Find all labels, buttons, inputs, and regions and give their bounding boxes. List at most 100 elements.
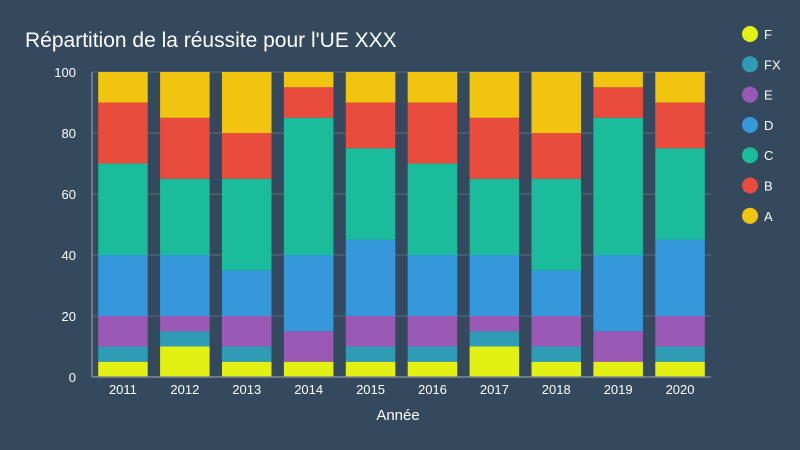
y-tick-label: 80 [62, 126, 76, 141]
x-tick-label: 2014 [294, 382, 323, 397]
bar-segment-d [283, 255, 334, 332]
bar-segment-d [98, 255, 148, 316]
bar-segment-d [407, 255, 458, 316]
bar-segment-c [593, 117, 643, 255]
legend-item: B [742, 177, 773, 194]
bar-stack [98, 72, 148, 377]
legend-swatch [742, 116, 758, 133]
x-tick-label: 2020 [666, 382, 695, 397]
x-tick-label: 2019 [604, 382, 633, 397]
bar-segment-c [345, 148, 396, 240]
bar-segment-c [407, 163, 458, 255]
bar-segment-f [531, 361, 582, 377]
bar-segment-e [283, 331, 334, 362]
bar-segment-a [221, 72, 272, 133]
x-tick-label: 2013 [232, 382, 261, 397]
bar-stack [531, 72, 582, 377]
bar-segment-f [469, 346, 520, 377]
legend-label: E [764, 88, 773, 103]
bar-segment-b [221, 133, 272, 179]
bar-segment-a [283, 72, 334, 88]
bar-segment-b [160, 117, 210, 179]
legend-item: E [742, 86, 773, 103]
bar-segment-a [593, 72, 643, 88]
bar-segment-a [531, 72, 582, 133]
bar-segment-fx [655, 346, 705, 362]
bar-segment-d [531, 270, 582, 316]
bar-stack [593, 72, 643, 377]
y-tick-label: 0 [69, 370, 76, 385]
bar-stack [655, 72, 705, 377]
legend-item: A [742, 207, 773, 224]
bar-segment-f [407, 361, 458, 377]
x-tick-label: 2015 [356, 382, 385, 397]
bar-segment-d [345, 239, 396, 316]
legend-label: FX [764, 57, 781, 72]
bar-segment-f [593, 361, 643, 377]
bar-segment-c [469, 178, 520, 255]
x-tick-label: 2018 [542, 382, 571, 397]
bar-stack [407, 72, 458, 377]
bar-segment-d [469, 255, 520, 316]
bar-segment-e [407, 316, 458, 347]
legend-swatch [742, 177, 758, 194]
x-tick-label: 2012 [170, 382, 199, 397]
bar-segment-a [160, 72, 210, 118]
bar-stack [283, 72, 334, 377]
bar-stack [469, 72, 520, 377]
bar-segment-b [593, 87, 643, 118]
bar-segment-e [98, 316, 148, 347]
bar-segment-b [345, 102, 396, 149]
bar-segment-e [221, 316, 272, 347]
legend-label: F [764, 27, 772, 42]
bar-segment-fx [345, 346, 396, 362]
legend-label: A [764, 209, 773, 224]
bar-segment-c [283, 117, 334, 255]
bar-segment-f [283, 361, 334, 377]
bar-segment-c [160, 178, 210, 255]
bar-segment-e [160, 316, 210, 332]
bar-stack [160, 72, 210, 377]
bars [98, 72, 705, 377]
bar-segment-a [345, 72, 396, 103]
bar-segment-d [655, 239, 705, 316]
y-tick-label: 20 [62, 309, 76, 324]
bar-segment-b [655, 102, 705, 149]
bar-segment-fx [160, 331, 210, 347]
bar-segment-b [469, 117, 520, 179]
bar-segment-d [593, 255, 643, 332]
bar-segment-e [655, 316, 705, 347]
y-tick-label: 60 [62, 187, 76, 202]
bar-segment-c [655, 148, 705, 240]
bar-segment-c [98, 163, 148, 255]
bar-segment-c [221, 178, 272, 271]
bar-segment-b [407, 102, 458, 164]
bar-segment-a [407, 72, 458, 103]
y-tick-label: 100 [54, 65, 76, 80]
bar-segment-a [469, 72, 520, 118]
legend-swatch [742, 207, 758, 224]
legend-swatch [742, 86, 758, 103]
legend-item: FX [742, 56, 781, 73]
bar-segment-e [345, 316, 396, 347]
bar-segment-fx [221, 346, 272, 362]
legend: F FX EDC BA [742, 26, 781, 224]
bar-segment-b [531, 133, 582, 179]
legend-label: B [764, 179, 773, 194]
bar-segment-f [345, 361, 396, 377]
chart-title: Répartition de la réussite pour l'UE XXX [25, 29, 397, 52]
bar-segment-f [98, 361, 148, 377]
x-axis-ticks: 2011 2012 2013 2014 2015 2016 2017 2018 2019 2020 [109, 382, 695, 397]
bar-segment-d [221, 270, 272, 316]
bar-segment-f [655, 361, 705, 377]
bar-segment-c [531, 178, 582, 271]
x-tick-label: 2011 [109, 382, 137, 397]
bar-segment-e [593, 331, 643, 362]
legend-swatch [742, 56, 758, 73]
bar-segment-a [655, 72, 705, 103]
legend-swatch [742, 26, 758, 42]
bar-segment-b [98, 102, 148, 164]
x-tick-label: 2016 [418, 382, 447, 397]
bar-segment-a [98, 72, 148, 103]
